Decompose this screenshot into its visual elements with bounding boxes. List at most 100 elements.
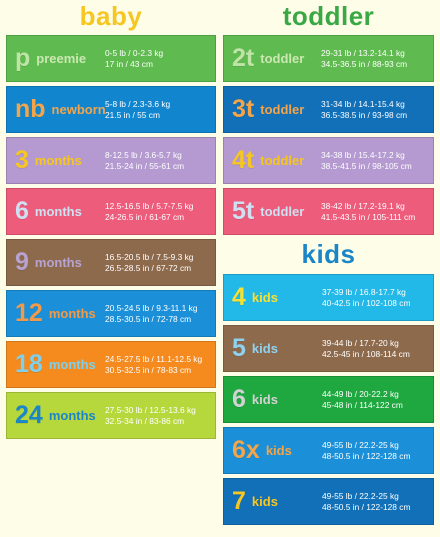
weight-range: 27.5-30 lb / 12.5-13.6 kg: [105, 404, 196, 415]
size-specs: 44-49 lb / 20-22.2 kg 45-48 in / 114-122 …: [322, 389, 432, 411]
kids-heading: kids: [301, 239, 356, 269]
size-specs: 31-34 lb / 14.1-15.4 kg 36.5-38.5 in / 93…: [321, 99, 427, 121]
size-label: months: [34, 255, 82, 270]
size-label: months: [48, 357, 96, 372]
baby-size-card: p preemie 0-5 lb / 0-2.3 kg 17 in / 43 cm: [6, 35, 216, 82]
size-label: kids: [251, 392, 278, 407]
size-label: newborn: [51, 102, 106, 117]
size-code: 5t: [232, 197, 255, 225]
height-range: 42.5-45 in / 108-114 cm: [322, 348, 410, 359]
size-label: kids: [251, 290, 278, 305]
weight-range: 49-55 lb / 22.2-25 kg: [322, 490, 399, 501]
kids-size-card: 5 kids 39-44 lb / 17.7-20 kg 42.5-45 in / 1…: [223, 325, 434, 372]
size-label: toddler: [260, 51, 305, 66]
weight-range: 34-38 lb / 15.4-17.2 kg: [321, 149, 405, 160]
toddler-size-card: 4t toddler 34-38 lb / 15.4-17.2 kg 38.5-41.…: [223, 137, 434, 184]
size-label: preemie: [36, 51, 87, 66]
weight-range: 29-31 lb / 13.2-14.1 kg: [321, 47, 405, 58]
weight-range: 5-8 lb / 2.3-3.6 kg: [105, 98, 171, 109]
size-code: 4t: [232, 146, 255, 174]
weight-range: 49-55 lb / 22.2-25 kg: [322, 439, 399, 450]
weight-range: 44-49 lb / 20-22.2 kg: [322, 388, 399, 399]
height-range: 45-48 in / 114-122 cm: [322, 399, 403, 410]
baby-size-card: 24 months 27.5-30 lb / 12.5-13.6 kg 32.5-34…: [6, 392, 216, 439]
size-code: 5: [232, 334, 246, 362]
size-specs: 24.5-27.5 lb / 11.1-12.5 kg 30.5-32.5 in …: [105, 354, 207, 376]
baby-size-card: 9 months 16.5-20.5 lb / 7.5-9.3 kg 26.5-28.…: [6, 239, 216, 286]
toddler-kids-column: toddler 2t toddler 29-31 lb / 13.2-14.1 kg…: [223, 0, 434, 525]
size-specs: 38-42 lb / 17.2-19.1 kg 41.5-43.5 in / 10…: [321, 201, 427, 223]
size-specs: 8-12.5 lb / 3.6-5.7 kg 21.5-24 in / 55-61…: [105, 150, 207, 172]
toddler-size-card: 2t toddler 29-31 lb / 13.2-14.1 kg 34.5-36.…: [223, 35, 434, 82]
size-label: toddler: [260, 153, 305, 168]
size-label: months: [48, 306, 96, 321]
height-range: 48-50.5 in / 122-128 cm: [322, 450, 411, 461]
weight-range: 20.5-24.5 lb / 9.3-11.1 kg: [105, 302, 198, 313]
size-specs: 49-55 lb / 22.2-25 kg 48-50.5 in / 122-12…: [322, 440, 432, 462]
toddler-size-card: 5t toddler 38-42 lb / 17.2-19.1 kg 41.5-43.…: [223, 188, 434, 235]
size-label: kids: [265, 443, 292, 458]
weight-range: 16.5-20.5 lb / 7.5-9.3 kg: [105, 251, 194, 262]
size-specs: 37-39 lb / 16.8-17.7 kg 40-42.5 in / 102-…: [322, 287, 432, 309]
weight-range: 37-39 lb / 16.8-17.7 kg: [322, 286, 406, 297]
size-code: 6x: [232, 436, 260, 464]
size-specs: 5-8 lb / 2.3-3.6 kg 21.5 in / 55 cm: [105, 99, 207, 121]
kids-size-card: 6 kids 44-49 lb / 20-22.2 kg 45-48 in / 114…: [223, 376, 434, 423]
size-specs: 29-31 lb / 13.2-14.1 kg 34.5-36.5 in / 88…: [321, 48, 427, 70]
height-range: 24-26.5 in / 61-67 cm: [105, 211, 185, 222]
weight-range: 31-34 lb / 14.1-15.4 kg: [321, 98, 405, 109]
weight-range: 0-5 lb / 0-2.3 kg: [105, 47, 164, 58]
size-label: months: [34, 204, 82, 219]
height-range: 36.5-38.5 in / 93-98 cm: [321, 109, 408, 120]
kids-size-card: 6x kids 49-55 lb / 22.2-25 kg 48-50.5 in / …: [223, 427, 434, 474]
height-range: 21.5 in / 55 cm: [105, 109, 160, 120]
size-specs: 20.5-24.5 lb / 9.3-11.1 kg 28.5-30.5 in /…: [105, 303, 207, 325]
size-label: toddler: [260, 102, 305, 117]
height-range: 17 in / 43 cm: [105, 58, 153, 69]
baby-size-card: 3 months 8-12.5 lb / 3.6-5.7 kg 21.5-24 in …: [6, 137, 216, 184]
size-specs: 27.5-30 lb / 12.5-13.6 kg 32.5-34 in / 83…: [105, 405, 207, 427]
weight-range: 39-44 lb / 17.7-20 kg: [322, 337, 399, 348]
size-code: 6: [15, 197, 29, 225]
size-label: toddler: [260, 204, 305, 219]
size-label: months: [34, 153, 82, 168]
baby-size-card: 12 months 20.5-24.5 lb / 9.3-11.1 kg 28.5-3…: [6, 290, 216, 337]
kids-size-card: 4 kids 37-39 lb / 16.8-17.7 kg 40-42.5 in /…: [223, 274, 434, 321]
baby-heading: baby: [79, 1, 143, 31]
size-label: months: [48, 408, 96, 423]
height-range: 30.5-32.5 in / 78-83 cm: [105, 364, 192, 375]
toddler-heading: toddler: [282, 1, 375, 31]
size-code: 6: [232, 385, 246, 413]
height-range: 26.5-28.5 in / 67-72 cm: [105, 262, 192, 273]
weight-range: 12.5-16.5 lb / 5.7-7.5 kg: [105, 200, 194, 211]
weight-range: 8-12.5 lb / 3.6-5.7 kg: [105, 149, 182, 160]
kids-size-card: 7 kids 49-55 lb / 22.2-25 kg 48-50.5 in / 1…: [223, 478, 434, 525]
height-range: 48-50.5 in / 122-128 cm: [322, 501, 411, 512]
weight-range: 38-42 lb / 17.2-19.1 kg: [321, 200, 405, 211]
size-code: 12: [15, 299, 43, 327]
height-range: 41.5-43.5 in / 105-111 cm: [321, 211, 416, 222]
height-range: 21.5-24 in / 55-61 cm: [105, 160, 185, 171]
size-code: 24: [15, 401, 43, 429]
size-code: 9: [15, 248, 29, 276]
size-code: nb: [15, 95, 46, 123]
height-range: 32.5-34 in / 83-86 cm: [105, 415, 185, 426]
size-code: 18: [15, 350, 43, 378]
size-label: kids: [251, 341, 278, 356]
height-range: 40-42.5 in / 102-108 cm: [322, 297, 411, 308]
baby-size-card: 18 months 24.5-27.5 lb / 11.1-12.5 kg 30.5-…: [6, 341, 216, 388]
size-specs: 0-5 lb / 0-2.3 kg 17 in / 43 cm: [105, 48, 207, 70]
baby-size-card: 6 months 12.5-16.5 lb / 5.7-7.5 kg 24-26.5 …: [6, 188, 216, 235]
baby-column: baby p preemie 0-5 lb / 0-2.3 kg 17 in / 43…: [6, 0, 216, 439]
size-code: 3t: [232, 95, 255, 123]
size-specs: 34-38 lb / 15.4-17.2 kg 38.5-41.5 in / 98…: [321, 150, 427, 172]
size-specs: 49-55 lb / 22.2-25 kg 48-50.5 in / 122-12…: [322, 491, 432, 513]
size-specs: 16.5-20.5 lb / 7.5-9.3 kg 26.5-28.5 in / …: [105, 252, 207, 274]
height-range: 38.5-41.5 in / 98-105 cm: [321, 160, 412, 171]
size-code: 2t: [232, 44, 255, 72]
baby-size-card: nb newborn 5-8 lb / 2.3-3.6 kg 21.5 in / 55…: [6, 86, 216, 133]
size-code: 7: [232, 487, 246, 515]
size-code: p: [15, 44, 31, 72]
toddler-size-card: 3t toddler 31-34 lb / 14.1-15.4 kg 36.5-38.…: [223, 86, 434, 133]
size-code: 3: [15, 146, 29, 174]
